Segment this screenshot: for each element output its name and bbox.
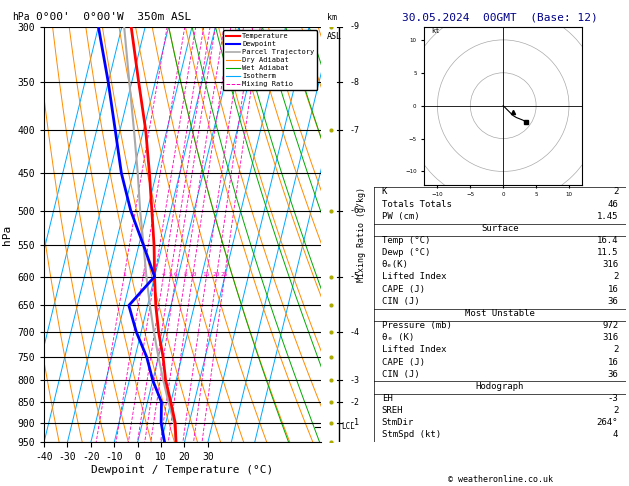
- Text: 2: 2: [613, 346, 618, 354]
- Text: SREH: SREH: [382, 406, 403, 415]
- Text: 46: 46: [608, 200, 618, 208]
- Text: 2: 2: [613, 406, 618, 415]
- Text: 4: 4: [613, 431, 618, 439]
- Text: StmSpd (kt): StmSpd (kt): [382, 431, 441, 439]
- Text: θₑ (K): θₑ (K): [382, 333, 414, 342]
- Text: Most Unstable: Most Unstable: [465, 309, 535, 318]
- Text: 16: 16: [608, 285, 618, 294]
- Legend: Temperature, Dewpoint, Parcel Trajectory, Dry Adiabat, Wet Adiabat, Isotherm, Mi: Temperature, Dewpoint, Parcel Trajectory…: [223, 30, 317, 90]
- Text: -5: -5: [349, 272, 359, 281]
- Text: -1: -1: [349, 418, 359, 427]
- Text: km: km: [327, 13, 337, 22]
- Text: hPa: hPa: [13, 12, 30, 22]
- Text: Lifted Index: Lifted Index: [382, 346, 447, 354]
- Text: 2: 2: [613, 273, 618, 281]
- Text: CIN (J): CIN (J): [382, 297, 420, 306]
- Text: 11.5: 11.5: [597, 248, 618, 257]
- Text: 3: 3: [153, 272, 157, 277]
- Text: 36: 36: [608, 370, 618, 379]
- X-axis label: Dewpoint / Temperature (°C): Dewpoint / Temperature (°C): [91, 465, 274, 475]
- Text: PW (cm): PW (cm): [382, 212, 420, 221]
- Text: 264°: 264°: [597, 418, 618, 427]
- Text: Mixing Ratio (g/kg): Mixing Ratio (g/kg): [357, 187, 366, 282]
- Text: 0°00'  0°00'W  350m ASL: 0°00' 0°00'W 350m ASL: [36, 12, 191, 22]
- Text: CAPE (J): CAPE (J): [382, 358, 425, 366]
- Text: 316: 316: [602, 260, 618, 269]
- Text: EH: EH: [382, 394, 392, 403]
- Text: 8: 8: [183, 272, 187, 277]
- Text: 16.4: 16.4: [597, 236, 618, 245]
- Text: -4: -4: [349, 328, 359, 337]
- Text: CIN (J): CIN (J): [382, 370, 420, 379]
- Text: -7: -7: [349, 126, 359, 135]
- Text: 316: 316: [602, 333, 618, 342]
- Text: -2: -2: [349, 398, 359, 407]
- Text: 10: 10: [189, 272, 196, 277]
- Text: Hodograph: Hodograph: [476, 382, 524, 391]
- Text: -3: -3: [349, 376, 359, 385]
- Text: -3: -3: [608, 394, 618, 403]
- Text: 4: 4: [162, 272, 165, 277]
- Text: 20: 20: [213, 272, 220, 277]
- Text: CAPE (J): CAPE (J): [382, 285, 425, 294]
- Text: 30.05.2024  00GMT  (Base: 12): 30.05.2024 00GMT (Base: 12): [402, 12, 598, 22]
- Text: Surface: Surface: [481, 224, 519, 233]
- Text: 1: 1: [122, 272, 126, 277]
- Text: 2: 2: [613, 188, 618, 196]
- Text: 2: 2: [141, 272, 145, 277]
- Text: 15: 15: [203, 272, 210, 277]
- Y-axis label: hPa: hPa: [2, 225, 12, 244]
- Text: 5: 5: [169, 272, 172, 277]
- Text: Dewp (°C): Dewp (°C): [382, 248, 430, 257]
- Text: Lifted Index: Lifted Index: [382, 273, 447, 281]
- Text: © weatheronline.co.uk: © weatheronline.co.uk: [448, 474, 552, 484]
- Text: -9: -9: [349, 22, 359, 31]
- Text: ASL: ASL: [327, 32, 342, 41]
- Text: 36: 36: [608, 297, 618, 306]
- Text: 6: 6: [174, 272, 178, 277]
- Text: LCL: LCL: [342, 422, 355, 431]
- Text: 1.45: 1.45: [597, 212, 618, 221]
- Text: kt: kt: [431, 28, 439, 35]
- Text: 25: 25: [221, 272, 228, 277]
- Text: Totals Totals: Totals Totals: [382, 200, 452, 208]
- Text: θₑ(K): θₑ(K): [382, 260, 409, 269]
- Text: StmDir: StmDir: [382, 418, 414, 427]
- Text: Pressure (mb): Pressure (mb): [382, 321, 452, 330]
- Text: Temp (°C): Temp (°C): [382, 236, 430, 245]
- Text: 16: 16: [608, 358, 618, 366]
- Text: 972: 972: [602, 321, 618, 330]
- Text: K: K: [382, 188, 387, 196]
- Text: -6: -6: [349, 207, 359, 215]
- Text: -8: -8: [349, 78, 359, 87]
